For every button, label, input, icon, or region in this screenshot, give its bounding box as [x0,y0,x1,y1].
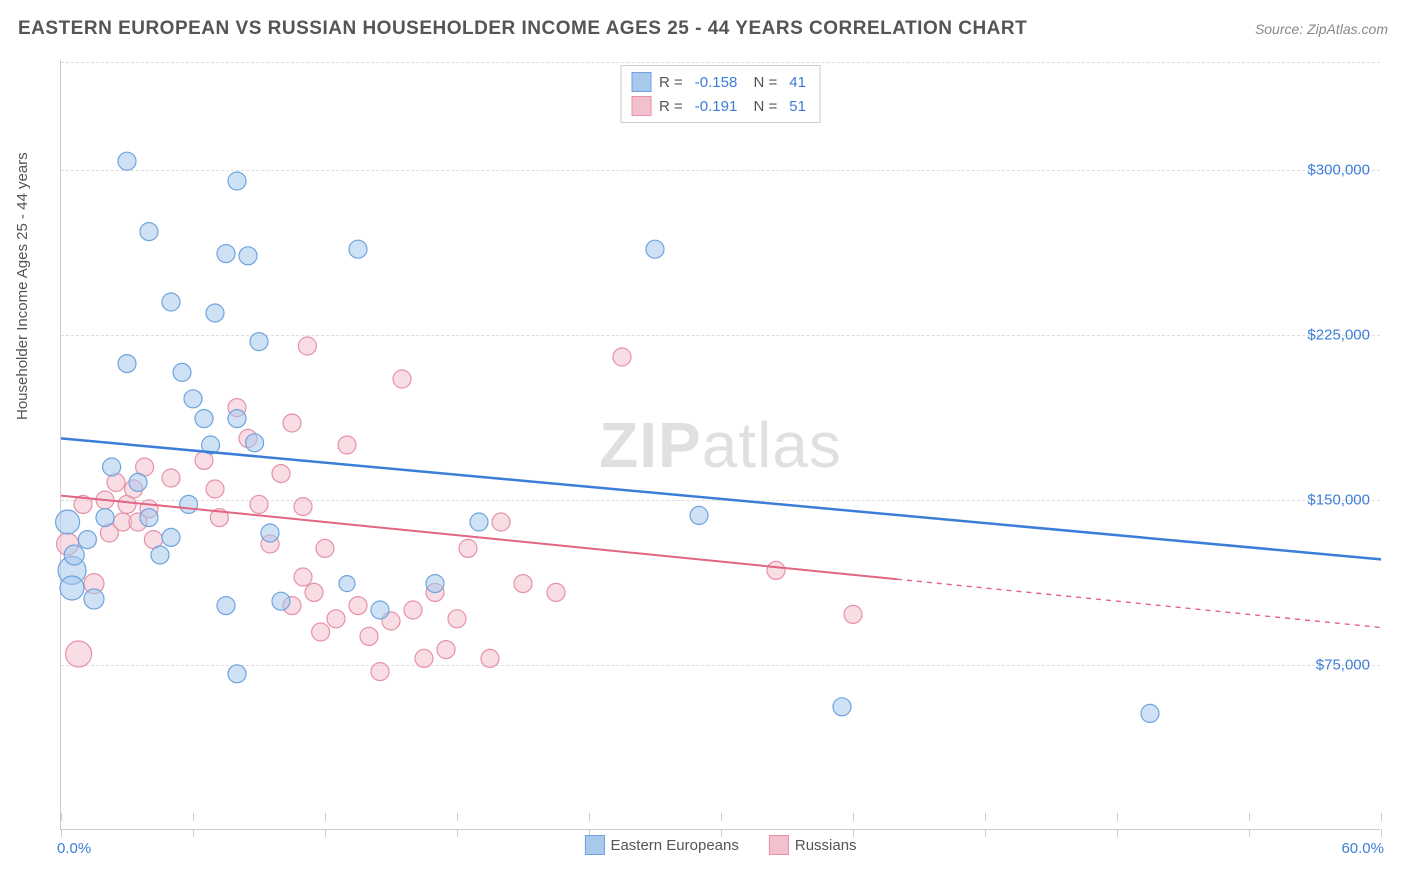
swatch-icon [584,835,604,855]
n-value: 51 [785,98,810,115]
data-point [646,240,664,258]
plot-area: ZIPatlas $75,000$150,000$225,000$300,000… [60,60,1380,830]
data-point [349,597,367,615]
data-point [833,698,851,716]
data-point [547,583,565,601]
data-point [327,610,345,628]
data-point [140,509,158,527]
data-point [1141,704,1159,722]
data-point [371,601,389,619]
data-point [690,506,708,524]
x-axis-min-label: 0.0% [57,840,91,857]
data-point [283,414,301,432]
data-point [371,663,389,681]
data-point [96,509,114,527]
data-point [470,513,488,531]
data-point [173,363,191,381]
data-point [426,575,444,593]
y-axis-label: Householder Income Ages 25 - 44 years [14,152,31,420]
data-point [217,245,235,263]
data-point [272,465,290,483]
swatch-icon [631,96,651,116]
scatter-chart [61,60,1380,829]
data-point [195,410,213,428]
data-point [151,546,169,564]
swatch-icon [631,72,651,92]
data-point [217,597,235,615]
data-point [272,592,290,610]
data-point [206,480,224,498]
data-point [261,524,279,542]
data-point [312,623,330,641]
data-point [250,333,268,351]
data-point [613,348,631,366]
data-point [415,649,433,667]
data-point [437,641,455,659]
data-point [162,293,180,311]
data-point [316,539,334,557]
data-point [305,583,323,601]
correlation-legend: R = -0.158 N = 41 R = -0.191 N = 51 [620,65,821,123]
data-point [459,539,477,557]
data-point [84,589,104,609]
data-point [393,370,411,388]
data-point [140,223,158,241]
data-point [78,531,96,549]
data-point [294,568,312,586]
r-value: -0.158 [691,74,742,91]
data-point [56,510,80,534]
data-point [228,665,246,683]
data-point [246,434,264,452]
data-point [339,576,355,592]
data-point [162,469,180,487]
data-point [103,458,121,476]
data-point [360,627,378,645]
data-point [294,498,312,516]
data-point [64,545,84,565]
data-point [250,495,268,513]
data-point [118,355,136,373]
r-value: -0.191 [691,98,742,115]
data-point [118,152,136,170]
data-point [338,436,356,454]
data-point [349,240,367,258]
data-point [228,410,246,428]
swatch-icon [769,835,789,855]
data-point [514,575,532,593]
legend-item: Eastern Europeans [584,835,738,855]
n-value: 41 [785,74,810,91]
data-point [66,641,92,667]
trend-line [61,496,897,580]
data-point [184,390,202,408]
data-point [404,601,422,619]
trend-line-extrapolated [897,579,1381,627]
data-point [180,495,198,513]
data-point [162,528,180,546]
legend-label: Russians [795,837,857,854]
data-point [481,649,499,667]
legend-row-series-0: R = -0.158 N = 41 [631,70,810,94]
legend-item: Russians [769,835,857,855]
data-point [767,561,785,579]
legend-label: Eastern Europeans [610,837,738,854]
legend-row-series-1: R = -0.191 N = 51 [631,94,810,118]
x-axis-max-label: 60.0% [1341,840,1384,857]
data-point [129,473,147,491]
series-legend: Eastern Europeans Russians [584,835,856,855]
data-point [448,610,466,628]
data-point [60,576,84,600]
data-point [298,337,316,355]
data-point [844,605,862,623]
data-point [228,172,246,190]
data-point [206,304,224,322]
data-point [239,247,257,265]
source-label: Source: ZipAtlas.com [1255,21,1388,37]
chart-title: EASTERN EUROPEAN VS RUSSIAN HOUSEHOLDER … [18,18,1027,40]
data-point [492,513,510,531]
